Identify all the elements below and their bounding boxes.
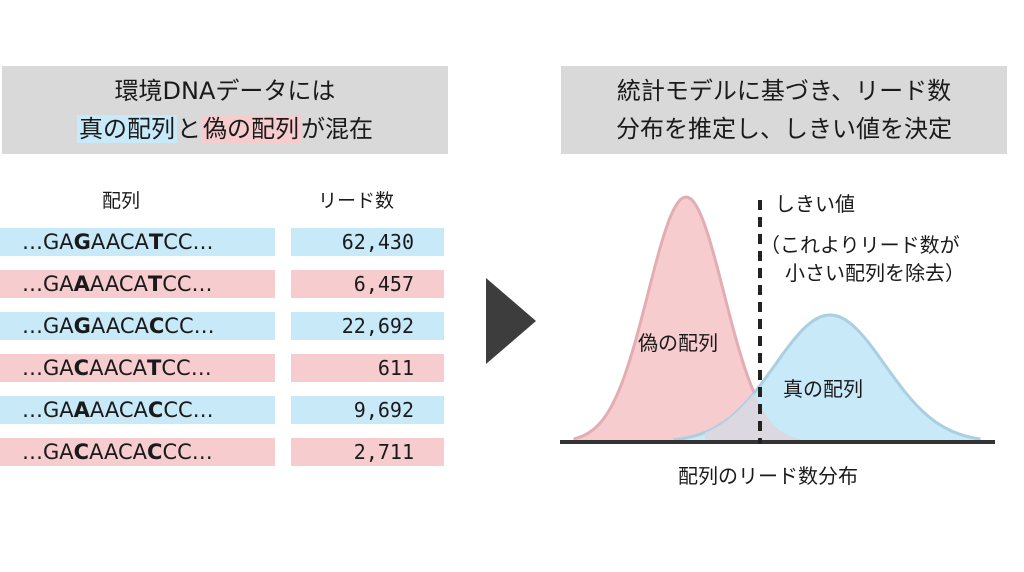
- title-suffix: が混在: [301, 115, 373, 143]
- read-count-cell: 22,692: [291, 312, 444, 340]
- variant-base: G: [73, 230, 91, 254]
- sequence-fragment: CC…: [163, 230, 214, 254]
- sequence-fragment: AACA: [90, 314, 149, 338]
- sequence-fragment: …GA: [22, 356, 74, 380]
- overlap-area: [705, 394, 805, 442]
- read-count-column-header: リード数: [318, 190, 395, 212]
- sequence-fragment: AACA: [89, 440, 148, 464]
- sequence-fragment: AACA: [90, 230, 149, 254]
- variant-base: T: [147, 356, 162, 380]
- read-count-cell: 6,457: [291, 270, 444, 298]
- x-axis-label: 配列のリード数分布: [678, 464, 858, 488]
- left-title-line1: 環境DNAデータには: [114, 77, 336, 105]
- sequence-row: …GACAACATCC…: [0, 354, 275, 382]
- sequence-fragment: CC…: [162, 272, 213, 296]
- read-count-cell: 9,692: [291, 396, 444, 424]
- variant-base: A: [73, 272, 90, 296]
- variant-base: T: [148, 230, 164, 254]
- sequence-fragment: …GA: [22, 230, 74, 254]
- threshold-note-line1: （これよりリード数が: [760, 233, 960, 257]
- sequence-fragment: …GA: [22, 440, 74, 464]
- false-sequence-label: 偽の配列: [201, 115, 301, 143]
- sequence-row: …GAGAACATCC…: [0, 228, 275, 256]
- sequence-fragment: AACA: [89, 272, 148, 296]
- read-count-distribution-diagram: しきい値 （これよりリード数が 小さい配列を除去） 偽の配列 真の配列 配列のリ…: [560, 192, 995, 488]
- sequence-fragment: …GA: [22, 272, 74, 296]
- right-title-line1: 統計モデルに基づき、リード数: [616, 77, 952, 105]
- true-sequence-label: 真の配列: [77, 115, 177, 143]
- sequence-fragment: …GA: [22, 398, 74, 422]
- threshold-note-line2: 小さい配列を除去）: [785, 261, 965, 285]
- true-sequence-curve-label: 真の配列: [783, 377, 863, 401]
- read-count-cell: 611: [291, 354, 444, 382]
- right-title-box: 統計モデルに基づき、リード数 分布を推定し、しきい値を決定: [561, 66, 1007, 154]
- threshold-label: しきい値: [775, 192, 855, 216]
- variant-base: T: [147, 272, 163, 296]
- sequence-fragment: …GA: [22, 314, 74, 338]
- sequence-column-header: 配列: [102, 190, 141, 212]
- sequence-fragment: AACA: [89, 356, 148, 380]
- sequence-fragment: CC…: [163, 398, 214, 422]
- left-title-line2: 真の配列と偽の配列が混在: [77, 110, 373, 148]
- variant-base: C: [73, 356, 90, 380]
- right-title-line2: 分布を推定し、しきい値を決定: [616, 115, 952, 143]
- title-connector: と: [177, 115, 201, 143]
- sequence-row: …GAGAACACCC…: [0, 312, 275, 340]
- sequence-row: …GACAACACCC…: [0, 438, 275, 466]
- left-title-box: 環境DNAデータには 真の配列と偽の配列が混在: [2, 66, 448, 154]
- read-count-cell: 2,711: [291, 438, 444, 466]
- variant-base: C: [147, 398, 164, 422]
- right-arrow-icon: [486, 278, 536, 364]
- sequence-row: …GAAAACATCC…: [0, 270, 275, 298]
- sequence-fragment: CC…: [164, 314, 215, 338]
- read-count-cell: 62,430: [291, 228, 444, 256]
- sequence-fragment: CC…: [161, 356, 212, 380]
- sequence-fragment: AACA: [89, 398, 148, 422]
- variant-base: A: [73, 398, 90, 422]
- false-sequence-curve-label: 偽の配列: [638, 331, 718, 355]
- variant-base: C: [147, 440, 163, 464]
- variant-base: C: [148, 314, 165, 338]
- sequence-row: …GAAAACACCC…: [0, 396, 275, 424]
- sequence-fragment: CC…: [162, 440, 213, 464]
- variant-base: G: [73, 314, 91, 338]
- arrow-shape: [486, 278, 536, 364]
- variant-base: C: [73, 440, 90, 464]
